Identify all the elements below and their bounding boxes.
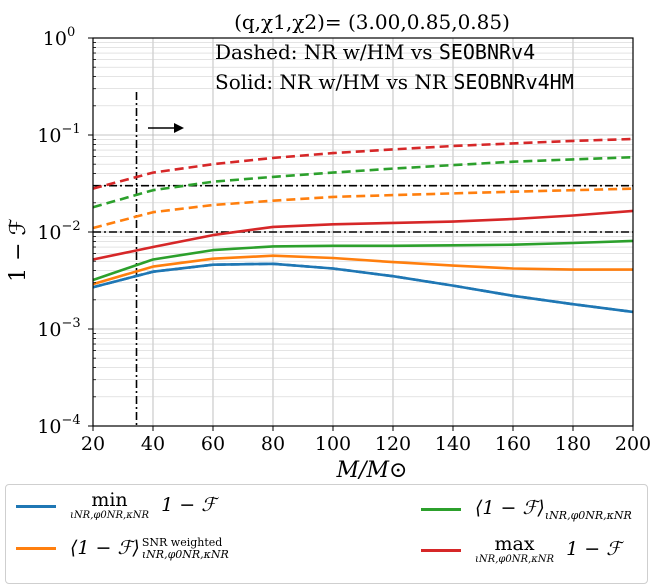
legend-swatch-avg xyxy=(421,507,461,511)
legend-swatch-max xyxy=(421,548,461,552)
series-line-min-solid xyxy=(92,262,634,314)
chart-svg: 20 40 60 80 100 120 140 160 180 200 100 10−1 10−2 10−… xyxy=(6,10,651,483)
x-tick-label: 160 xyxy=(495,433,531,455)
y-tick-label: 10−1 xyxy=(37,122,80,147)
legend-item-min: min ιNR,φ0NR,κNR 1 − ℱ xyxy=(16,491,216,521)
x-tick-label: 60 xyxy=(201,433,225,455)
dashed-note: Dashed: NR w/HM vs SEOBNRv4 xyxy=(215,40,535,64)
reference-lines xyxy=(93,92,633,426)
series-group xyxy=(92,137,634,314)
y-tick-label: 10−4 xyxy=(37,413,80,438)
x-tick-label: 80 xyxy=(261,433,285,455)
legend-label-max: max ιNR,φ0NR,κNR 1 − ℱ xyxy=(475,533,622,565)
legend-label-snr: ⟨1 − ℱ⟩ SNR weighted ιNR,φ0NR,κNR xyxy=(70,536,229,561)
x-tick-label: 20 xyxy=(81,433,105,455)
x-tick-label: 200 xyxy=(615,433,651,455)
series-line-snr-solid xyxy=(92,254,633,286)
dashed-note-model: SEOBNRv4 xyxy=(439,40,535,64)
series-line-snr-dashed xyxy=(92,187,634,230)
legend-label-min: min ιNR,φ0NR,κNR 1 − ℱ xyxy=(70,489,217,521)
dashed-note-label: Dashed: NR w/HM vs xyxy=(215,40,432,64)
y-axis-label: 1 − ℱ xyxy=(6,218,31,282)
legend-swatch-min xyxy=(16,504,56,508)
x-tick-label: 100 xyxy=(315,433,351,455)
series-line-max-dashed xyxy=(92,137,634,190)
legend-item-snr: ⟨1 − ℱ⟩ SNR weighted ιNR,φ0NR,κNR xyxy=(16,537,229,561)
y-tick-label: 10−2 xyxy=(37,219,80,244)
arrow-annotation xyxy=(148,123,184,133)
legend-swatch-snr xyxy=(16,547,56,551)
series-line-min-dashed xyxy=(92,262,634,314)
solid-note: Solid: NR w/HM vs NR SEOBNRv4HM xyxy=(215,70,574,94)
y-tick-label: 10−3 xyxy=(37,316,80,341)
axis-ticks: 20 40 60 80 100 120 140 160 180 200 100 10−1 10−2 10−… xyxy=(37,25,651,455)
series-line-avg-solid xyxy=(92,239,634,282)
legend-item-avg: ⟨1 − ℱ⟩ιNR,φ0NR,κNR xyxy=(421,497,632,522)
y-tick-label: 100 xyxy=(43,25,75,50)
x-tick-label: 40 xyxy=(141,433,165,455)
legend: min ιNR,φ0NR,κNR 1 − ℱ ⟨1 − ℱ⟩ SNR weight… xyxy=(5,484,648,584)
series-line-avg-dashed xyxy=(92,155,634,209)
series-line-max-solid xyxy=(92,209,634,261)
x-tick-label: 180 xyxy=(555,433,591,455)
solid-note-label: Solid: NR w/HM vs NR xyxy=(215,70,448,94)
chart-title: (q,χ1,χ2)= (3.00,0.85,0.85) xyxy=(234,10,510,34)
legend-item-max: max ιNR,φ0NR,κNR 1 − ℱ xyxy=(421,535,621,565)
x-tick-label: 140 xyxy=(435,433,471,455)
solid-note-model: SEOBNRv4HM xyxy=(453,70,573,94)
x-axis-label: M/M⊙ xyxy=(336,458,408,483)
x-tick-label: 120 xyxy=(375,433,411,455)
legend-label-avg: ⟨1 − ℱ⟩ιNR,φ0NR,κNR xyxy=(475,497,632,522)
